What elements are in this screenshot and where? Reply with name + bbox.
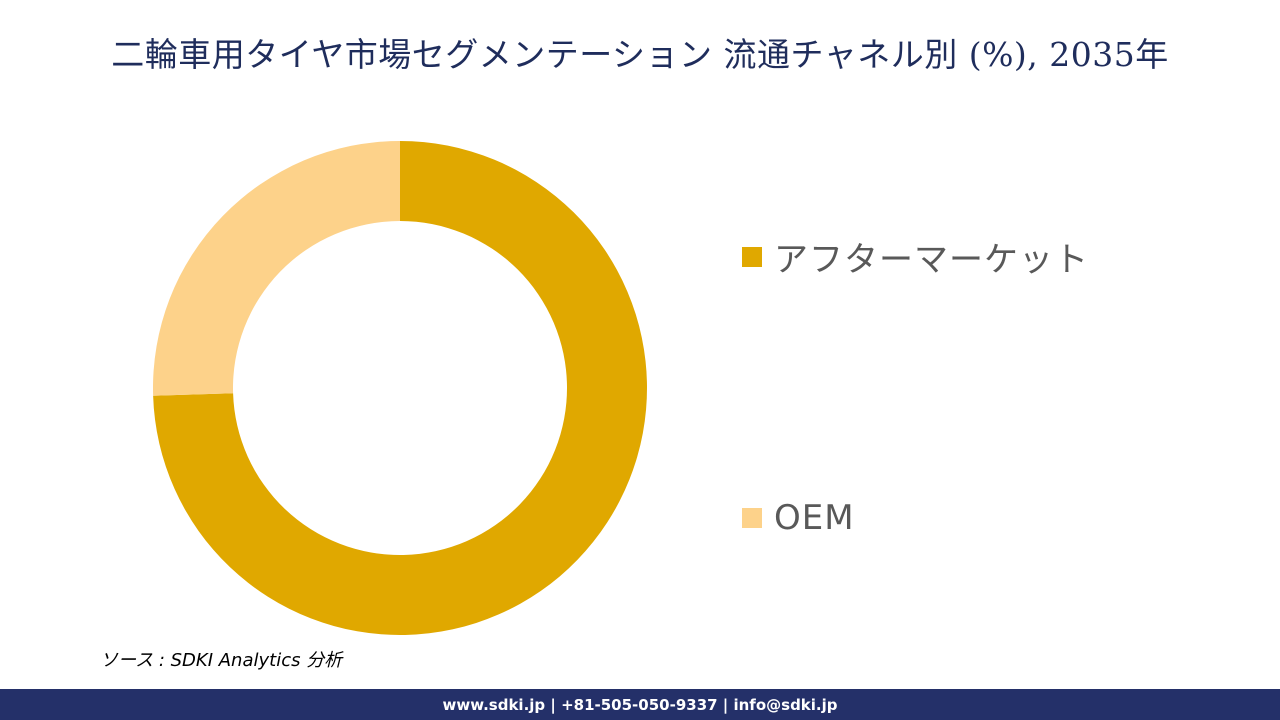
legend-label-oem: OEM — [774, 498, 855, 538]
footer-bar: www.sdki.jp | +81-505-050-9337 | info@sd… — [0, 689, 1280, 720]
source-note: ソース : SDKI Analytics 分析 — [100, 650, 343, 671]
legend-item-aftermarket: アフターマーケット — [742, 232, 1089, 281]
donut-slice-aftermarket — [153, 141, 647, 635]
legend-swatch-aftermarket — [742, 246, 762, 267]
donut-chart — [153, 141, 647, 635]
footer-contact: www.sdki.jp | +81-505-050-9337 | info@sd… — [442, 695, 838, 714]
chart-title: 二輪車用タイヤ市場セグメンテーション 流通チャネル別 (%), 2035年 — [111, 35, 1169, 74]
donut-slice-oem — [153, 141, 400, 396]
legend-label-aftermarket: アフターマーケット — [774, 240, 1089, 280]
legend-swatch-oem — [742, 508, 762, 528]
legend-item-oem: OEM — [742, 498, 855, 538]
